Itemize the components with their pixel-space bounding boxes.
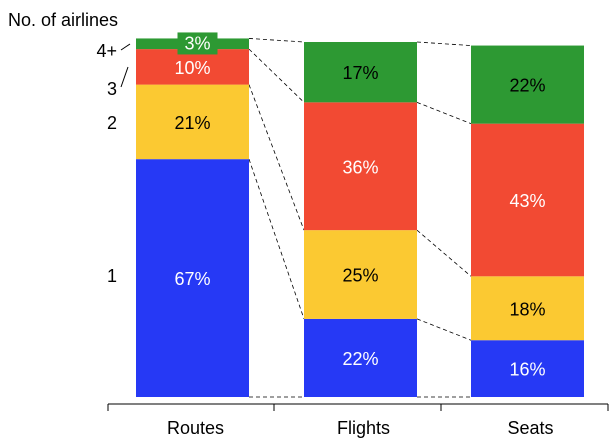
data-label-flights-3: 36% (342, 157, 378, 177)
data-label-routes-4plus: 3% (184, 33, 210, 53)
data-label-routes-3: 10% (174, 58, 210, 78)
connector-lines (248, 38, 472, 398)
series-label-3: 3 (107, 79, 117, 99)
bar-seats-4plus (471, 45, 584, 124)
bar-flights-4plus (304, 42, 417, 103)
connector-line (416, 318, 472, 341)
data-label-routes-2: 21% (174, 113, 210, 133)
segment-labels: 67% 21% 10% 3% 22% 25% 36% 17% 16% 18% 43% 22% (174, 32, 546, 380)
connector-line (416, 101, 472, 125)
data-label-seats-3: 43% (509, 191, 545, 211)
connector-line (416, 229, 472, 277)
data-label-seats-2: 18% (509, 299, 545, 319)
bars (136, 38, 584, 397)
data-label-seats-4plus: 22% (509, 76, 545, 96)
bar-seats-3 (471, 123, 584, 277)
bar-flights-2 (304, 230, 417, 319)
series-label-2: 2 (107, 113, 117, 133)
bar-flights-1 (304, 318, 417, 397)
leader-line (120, 43, 131, 51)
bar-seats-2 (471, 276, 584, 341)
bar-routes-1 (136, 159, 249, 397)
series-labels: 1 2 3 4+ (96, 41, 131, 286)
data-label-flights-4plus: 17% (342, 63, 378, 83)
connector-line (248, 84, 305, 231)
x-tick-label-flights: Flights (337, 418, 390, 438)
bar-routes-2 (136, 84, 249, 160)
data-label-badge (177, 32, 218, 55)
data-label-routes-1: 67% (174, 269, 210, 289)
connector-line (416, 41, 472, 46)
bar-flights-3 (304, 102, 417, 231)
series-label-1: 1 (107, 266, 117, 286)
connector-line (248, 38, 305, 43)
bar-routes-3 (136, 49, 249, 85)
x-axis: Routes Flights Seats (107, 403, 609, 438)
leader-line (120, 66, 129, 88)
chart-title: No. of airlines (8, 10, 118, 30)
x-tick-label-routes: Routes (167, 418, 224, 438)
x-tick-label-seats: Seats (507, 418, 553, 438)
data-label-flights-1: 22% (342, 349, 378, 369)
data-label-seats-1: 16% (509, 360, 545, 380)
connector-line (248, 159, 305, 320)
connector-line (248, 48, 305, 103)
bar-seats-1 (471, 340, 584, 397)
data-label-flights-2: 25% (342, 266, 378, 286)
series-label-4plus: 4+ (96, 41, 117, 61)
